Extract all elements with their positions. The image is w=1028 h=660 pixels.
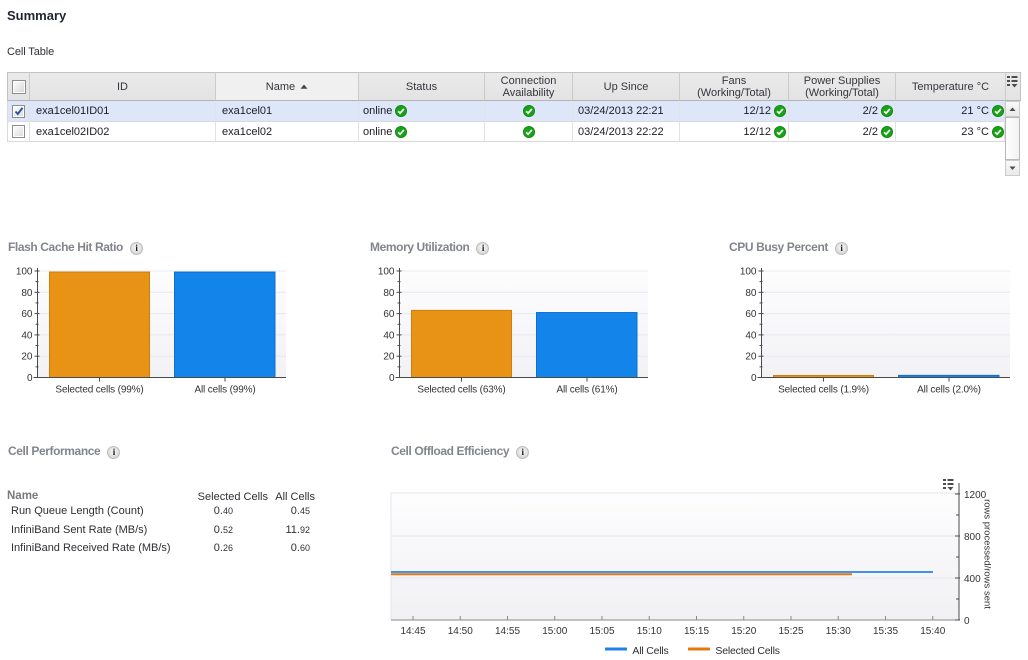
svg-text:20: 20 <box>21 352 33 363</box>
svg-text:60: 60 <box>745 309 757 320</box>
svg-text:Selected cells (1.9%): Selected cells (1.9%) <box>778 385 869 396</box>
svg-text:1200: 1200 <box>964 490 987 501</box>
svg-text:15:10: 15:10 <box>637 626 662 637</box>
svg-text:15:00: 15:00 <box>542 626 567 637</box>
svg-text:Selected cells (99%): Selected cells (99%) <box>55 385 143 396</box>
svg-text:15:30: 15:30 <box>826 626 851 637</box>
svg-text:All cells (61%): All cells (61%) <box>556 385 617 396</box>
svg-text:40: 40 <box>21 330 33 341</box>
svg-text:Selected cells (63%): Selected cells (63%) <box>417 385 505 396</box>
svg-text:80: 80 <box>745 288 757 299</box>
svg-text:60: 60 <box>21 309 33 320</box>
svg-text:20: 20 <box>383 352 395 363</box>
svg-text:20: 20 <box>745 352 757 363</box>
svg-text:400: 400 <box>964 574 981 585</box>
svg-text:100: 100 <box>378 267 395 278</box>
svg-text:0: 0 <box>27 373 33 384</box>
svg-text:15:25: 15:25 <box>778 626 803 637</box>
svg-text:100: 100 <box>16 267 33 278</box>
svg-text:40: 40 <box>745 330 757 341</box>
svg-text:rows processed/rows sent: rows processed/rows sent <box>982 499 993 609</box>
svg-text:80: 80 <box>383 288 395 299</box>
svg-text:14:55: 14:55 <box>495 626 520 637</box>
svg-text:0: 0 <box>389 373 395 384</box>
svg-text:All cells (2.0%): All cells (2.0%) <box>917 385 981 396</box>
svg-text:800: 800 <box>964 532 981 543</box>
svg-text:60: 60 <box>383 309 395 320</box>
svg-text:0: 0 <box>964 616 970 627</box>
svg-text:40: 40 <box>383 330 395 341</box>
svg-text:15:05: 15:05 <box>589 626 614 637</box>
svg-text:100: 100 <box>740 267 757 278</box>
svg-text:80: 80 <box>21 288 33 299</box>
svg-text:14:50: 14:50 <box>448 626 473 637</box>
svg-text:0: 0 <box>751 373 757 384</box>
svg-text:15:15: 15:15 <box>684 626 709 637</box>
svg-text:15:40: 15:40 <box>920 626 945 637</box>
svg-text:14:45: 14:45 <box>400 626 425 637</box>
svg-text:15:20: 15:20 <box>731 626 756 637</box>
svg-text:All cells (99%): All cells (99%) <box>194 385 255 396</box>
svg-text:15:35: 15:35 <box>873 626 898 637</box>
